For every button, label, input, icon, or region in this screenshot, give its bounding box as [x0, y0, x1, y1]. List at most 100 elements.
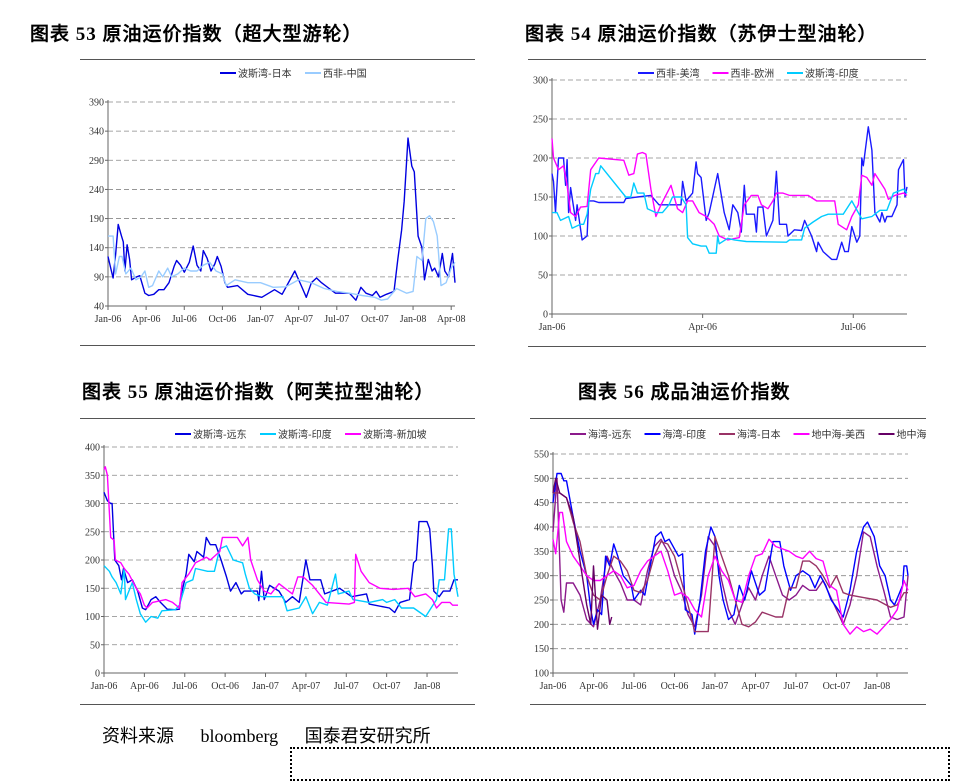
series-line [553, 492, 908, 633]
x-tick-label: Jan-07 [702, 681, 729, 692]
x-tick-label: Oct-06 [661, 681, 689, 692]
x-tick-label: Jan-08 [414, 681, 441, 692]
y-tick-label: 0 [543, 310, 548, 321]
x-tick-label: Jan-08 [864, 681, 891, 692]
y-tick-label: 150 [85, 584, 100, 595]
y-tick-label: 150 [534, 644, 549, 655]
x-tick-label: Apr-07 [284, 314, 313, 325]
y-tick-label: 0 [95, 669, 100, 680]
y-tick-label: 400 [534, 523, 549, 534]
chart-54-title: 图表 54 原油运价指数（苏伊士型油轮） [525, 24, 878, 45]
series-line [108, 214, 456, 301]
x-tick-label: Jul-06 [841, 322, 866, 333]
y-tick-label: 100 [533, 232, 548, 243]
x-tick-label: Apr-07 [741, 681, 770, 692]
source-institute: 国泰君安研究所 [304, 726, 431, 746]
y-tick-label: 300 [85, 499, 100, 510]
series-line [103, 491, 458, 614]
legend-label: 波斯湾-远东 [193, 428, 247, 441]
legend-label: 波斯湾-新加坡 [363, 428, 427, 441]
y-tick-label: 290 [89, 156, 104, 167]
y-tick-label: 300 [534, 571, 549, 582]
source-provider: bloomberg [200, 726, 279, 746]
legend-label: 西非-欧洲 [731, 68, 775, 80]
x-tick-label: Apr-06 [579, 681, 608, 692]
x-tick-label: Jan-08 [400, 314, 427, 325]
legend-label: 西非-中国 [323, 67, 367, 80]
legend-label: 西非-美湾 [656, 67, 700, 80]
series-line [552, 472, 909, 635]
y-tick-label: 100 [85, 612, 100, 623]
x-tick-label: Oct-07 [373, 681, 401, 692]
x-tick-label: Jan-06 [91, 681, 118, 692]
x-tick-label: Oct-06 [211, 681, 239, 692]
chart-54: 0 50 100 150 200 250 300 Jan-06 Apr-06 Jul-06 西非-美… [528, 59, 926, 347]
c55-svg: 0 50 100 150 200 250 300 350 400 Jan-06 Apr-06 Jul-… [85, 428, 459, 692]
x-tick-label: Apr-06 [130, 681, 159, 692]
legend-label: 波斯湾-印度 [278, 428, 332, 441]
chart-53-title: 图表 53 原油运价指数（超大型游轮） [30, 24, 363, 45]
y-tick-label: 200 [533, 154, 548, 165]
y-tick-label: 150 [533, 193, 548, 204]
series-line [103, 466, 458, 609]
y-tick-label: 350 [85, 471, 100, 482]
chart-56-title: 图表 56 成品油运价指数 [578, 382, 791, 403]
x-tick-label: Apr-08 [437, 314, 466, 325]
series-line [552, 165, 908, 254]
series-line [103, 528, 459, 623]
chart-53: 40 90 140 190 240 290 340 390 Jan-06 Apr-06 Jul-06… [80, 59, 475, 346]
y-tick-label: 140 [89, 243, 104, 254]
y-tick-label: 50 [90, 640, 100, 651]
series-line [107, 137, 456, 301]
y-tick-label: 90 [94, 272, 104, 283]
x-tick-label: Jan-07 [247, 314, 274, 325]
c53-svg: 40 90 140 190 240 290 340 390 Jan-06 Apr-06 Jul-06… [89, 67, 466, 325]
x-tick-label: Jan-06 [95, 314, 122, 325]
y-tick-label: 250 [85, 527, 100, 538]
legend-label: 地中海-美西 [812, 428, 866, 441]
y-tick-label: 40 [94, 302, 104, 313]
c56-svg: 100 150 200 250 300 350 400 450 500 550 Jan-06 Apr-… [534, 428, 927, 692]
legend-label: 波斯湾-印度 [805, 67, 859, 80]
y-tick-label: 50 [538, 271, 548, 282]
x-tick-label: Apr-06 [132, 314, 161, 325]
legend-label: 海湾-日本 [737, 428, 781, 441]
x-tick-label: Apr-06 [688, 322, 717, 333]
y-tick-label: 450 [534, 498, 549, 509]
disclaimer-box [290, 747, 950, 781]
x-tick-label: Jul-06 [172, 681, 197, 692]
series-line [552, 511, 909, 635]
x-tick-label: Jan-07 [252, 681, 279, 692]
series-line [552, 477, 909, 628]
y-tick-label: 250 [534, 596, 549, 607]
y-tick-label: 200 [534, 620, 549, 631]
y-tick-label: 240 [89, 185, 104, 196]
x-tick-label: Jan-06 [539, 322, 566, 333]
y-tick-label: 500 [534, 474, 549, 485]
y-tick-label: 190 [89, 214, 104, 225]
x-tick-label: Jul-07 [324, 314, 349, 325]
c54-svg: 0 50 100 150 200 250 300 Jan-06 Apr-06 Jul-06 西非-美… [533, 67, 908, 333]
source-line: 资料来源 bloomberg 国泰君安研究所 [102, 722, 453, 748]
x-tick-label: Jul-07 [334, 681, 359, 692]
legend-label: 地中海-欧洲 [897, 428, 927, 441]
series-line [552, 477, 613, 630]
x-tick-label: Oct-07 [823, 681, 851, 692]
chart-55: 0 50 100 150 200 250 300 350 400 Jan-06 Apr-06 Jul-… [80, 418, 475, 705]
x-tick-label: Jul-06 [621, 681, 646, 692]
chart-55-title: 图表 55 原油运价指数（阿芙拉型油轮） [82, 382, 435, 403]
y-tick-label: 100 [534, 669, 549, 680]
x-tick-label: Oct-06 [209, 314, 237, 325]
legend-label: 海湾-印度 [663, 428, 707, 441]
y-tick-label: 250 [533, 115, 548, 126]
legend-label: 波斯湾-日本 [238, 67, 292, 80]
x-tick-label: Apr-07 [292, 681, 321, 692]
legend-label: 海湾-远东 [588, 428, 632, 441]
x-tick-label: Jan-06 [540, 681, 567, 692]
y-tick-label: 390 [89, 98, 104, 109]
y-tick-label: 350 [534, 547, 549, 558]
y-tick-label: 300 [533, 76, 548, 87]
y-tick-label: 340 [89, 127, 104, 138]
series-line [551, 138, 908, 241]
x-tick-label: Jul-07 [783, 681, 808, 692]
